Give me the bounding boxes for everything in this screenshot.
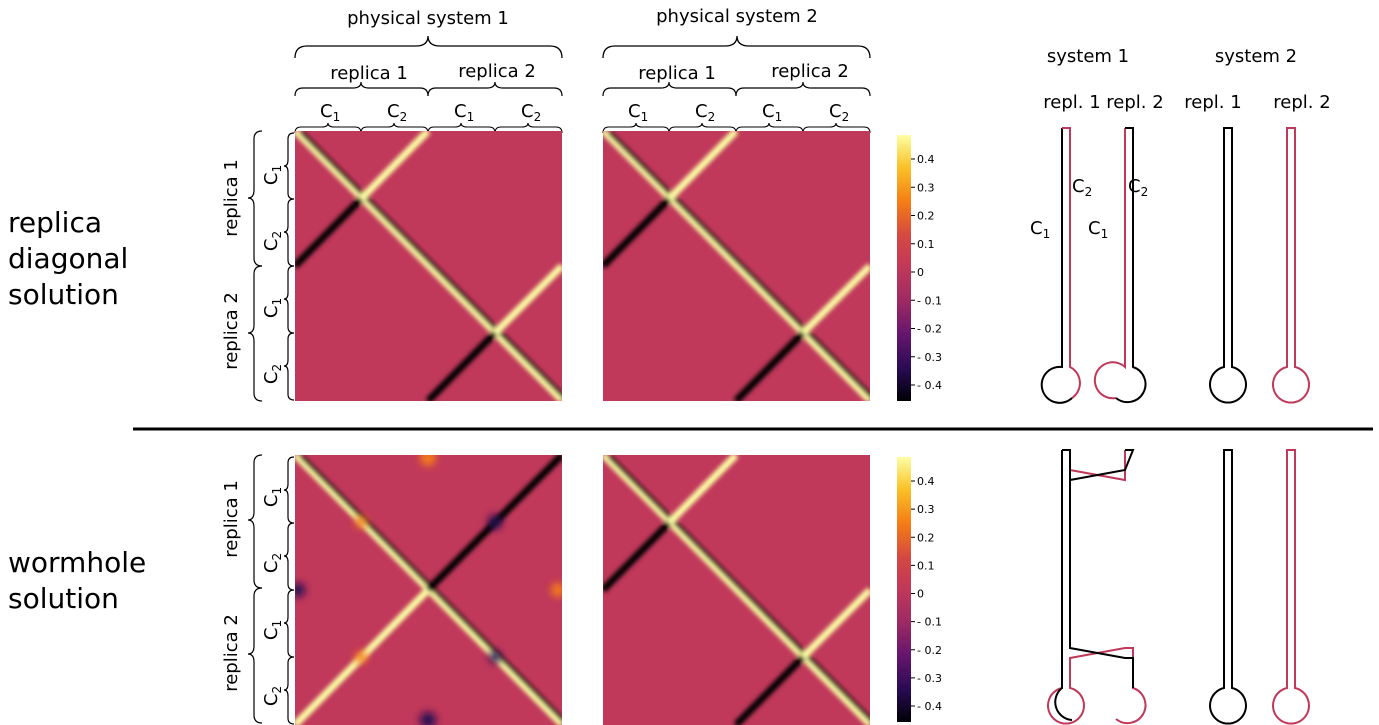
- row-label-wormhole-line-1: wormhole: [8, 546, 146, 579]
- colorbar-tick-label: - 0.1: [917, 294, 942, 307]
- side-braces-row-1: [247, 130, 295, 402]
- row-label-diagonal-line-2: diagonal: [8, 242, 128, 275]
- svg-text:C2: C2: [521, 101, 541, 124]
- header-replica-1-sys2: replica 1: [638, 63, 716, 84]
- colorbar-tick-label: - 0.4: [917, 700, 942, 713]
- row-label-wormhole-line-2: solution: [8, 582, 119, 615]
- svg-text:C2: C2: [261, 686, 284, 706]
- svg-text:replica 1: replica 1: [221, 480, 242, 558]
- svg-text:C1: C1: [320, 101, 340, 124]
- heatmap-wormhole-system-2: [603, 455, 870, 725]
- colorbar-tick-label: 0: [917, 588, 924, 601]
- label-repl-1-sys2: repl. 1: [1184, 92, 1241, 113]
- svg-text:C2: C2: [387, 101, 407, 124]
- colorbar-tick-label: 0.4: [917, 475, 935, 488]
- svg-text:C2: C2: [261, 553, 284, 573]
- svg-text:C1: C1: [628, 101, 648, 124]
- contour-braces-top: [294, 122, 871, 134]
- svg-text:C1: C1: [454, 101, 474, 124]
- colorbar-tick-label: - 0.4: [917, 379, 942, 392]
- colorbar-tick-label: - 0.3: [917, 351, 942, 364]
- colorbar-tick-label: 0.2: [917, 210, 935, 223]
- label-repl-2-sys2: repl. 2: [1273, 92, 1330, 113]
- replica-braces-top: [294, 81, 871, 97]
- header-replica-2-sys2: replica 2: [771, 61, 849, 82]
- svg-text:C1: C1: [1088, 218, 1108, 241]
- header-physical-system-2: physical system 2: [656, 6, 818, 27]
- svg-text:C2: C2: [829, 101, 849, 124]
- heatmap-diagonal-system-2: [603, 131, 870, 401]
- label-repl-1-sys1: repl. 1: [1043, 92, 1100, 113]
- contour-labels-top: C1 C2 C1 C2 C1 C2 C1 C2: [320, 101, 849, 124]
- side-braces-row-2: [247, 454, 295, 725]
- side-labels-row-2: replica 1 replica 2 C1 C2 C1 C2: [221, 480, 284, 706]
- svg-text:C1: C1: [261, 487, 284, 507]
- svg-text:C2: C2: [261, 364, 284, 384]
- svg-text:C2: C2: [261, 231, 284, 251]
- svg-text:C2: C2: [695, 101, 715, 124]
- side-labels-row-1: replica 1 replica 2 C1 C2 C1 C2: [221, 159, 284, 384]
- svg-text:C1: C1: [261, 165, 284, 185]
- brace-physical-system-1: [294, 35, 563, 59]
- svg-text:replica 1: replica 1: [221, 159, 242, 237]
- header-physical-system-1: physical system 1: [347, 8, 509, 29]
- colorbar-tick-label: - 0.1: [917, 616, 942, 629]
- svg-text:C1: C1: [261, 620, 284, 640]
- header-replica-1-sys1: replica 1: [330, 63, 408, 84]
- colorbar-tick-label: 0.4: [917, 153, 935, 166]
- svg-text:C2: C2: [1072, 176, 1092, 199]
- contour-diagram-row-2: [1047, 449, 1310, 725]
- row-label-diagonal-line-1: replica: [8, 206, 102, 239]
- colorbar-row-2: 0.4 0.3 0.2 0.1 0 - 0.1 - 0.2 - 0.3 - 0.4: [897, 457, 942, 722]
- label-repl-2-sys1: repl. 2: [1106, 92, 1163, 113]
- colorbar-tick-label: 0.3: [917, 503, 935, 516]
- colorbar-tick-label: - 0.2: [917, 323, 942, 336]
- label-system-2: system 2: [1215, 46, 1297, 67]
- colorbar-tick-label: 0.1: [917, 238, 935, 251]
- heatmap-wormhole-system-1: [295, 455, 562, 725]
- row-label-diagonal-line-3: solution: [8, 278, 119, 311]
- svg-text:C1: C1: [261, 298, 284, 318]
- colorbar-row-1: 0.4 0.3 0.2 0.1 0 - 0.1 - 0.2 - 0.3 - 0.4: [897, 135, 942, 401]
- contour-diagram-row-1: [1040, 127, 1310, 404]
- colorbar-tick-label: 0: [917, 266, 924, 279]
- svg-text:replica 2: replica 2: [221, 292, 242, 370]
- colorbar-tick-label: 0.2: [917, 531, 935, 544]
- colorbar-tick-label: 0.3: [917, 181, 935, 194]
- label-system-1: system 1: [1047, 46, 1129, 67]
- svg-text:C1: C1: [1030, 218, 1050, 241]
- colorbar-tick-label: - 0.3: [917, 672, 942, 685]
- svg-text:replica 2: replica 2: [221, 614, 242, 692]
- svg-text:C2: C2: [1128, 176, 1148, 199]
- svg-text:C1: C1: [762, 101, 782, 124]
- colorbar-tick-label: 0.1: [917, 559, 935, 572]
- brace-physical-system-2: [602, 35, 871, 59]
- colorbar-tick-label: - 0.2: [917, 644, 942, 657]
- header-replica-2-sys1: replica 2: [458, 61, 536, 82]
- heatmap-diagonal-system-1: [295, 131, 562, 401]
- contour-labels-row-1: C2 C1 C2 C1: [1030, 176, 1148, 241]
